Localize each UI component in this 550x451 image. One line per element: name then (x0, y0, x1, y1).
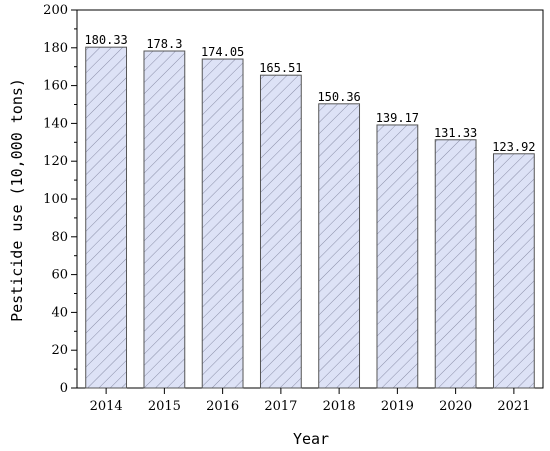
bar-value-label: 165.51 (259, 61, 302, 75)
bar-value-label: 131.33 (434, 126, 477, 140)
x-tick-label: 2021 (497, 399, 530, 414)
bar-value-label: 180.33 (84, 33, 127, 47)
y-tick-label: 160 (43, 79, 68, 94)
x-tick-label: 2016 (206, 399, 239, 414)
x-tick-label: 2019 (381, 399, 414, 414)
y-tick-label: 80 (51, 230, 68, 245)
bar (201, 58, 244, 389)
bar (259, 74, 302, 389)
y-tick-label: 0 (60, 381, 68, 396)
y-axis-title: Pesticide use (10,000 tons) (8, 78, 26, 322)
plot-area: 0 20 40 60 80 100 120 140 160 180 200 180.33 2014 178… (43, 3, 544, 414)
bar-value-label: 150.36 (317, 90, 360, 104)
x-tick-label: 2017 (264, 399, 297, 414)
y-tick-label: 40 (51, 305, 68, 320)
bar (492, 153, 535, 389)
x-tick-label: 2018 (323, 399, 356, 414)
bar (434, 139, 477, 389)
x-axis-title: Year (293, 430, 329, 448)
bar-value-label: 139.17 (376, 111, 419, 125)
y-tick-label: 140 (43, 116, 68, 131)
bar-value-label: 178.3 (146, 37, 182, 51)
bar (143, 50, 186, 389)
bar-value-label: 123.92 (492, 140, 535, 154)
y-tick-label: 120 (43, 154, 68, 169)
bar (376, 124, 419, 389)
bar (85, 46, 128, 389)
y-tick-label: 180 (43, 41, 68, 56)
bar (318, 103, 361, 389)
y-tick-label: 20 (51, 343, 68, 358)
x-tick-label: 2014 (90, 399, 123, 414)
y-tick-label: 60 (51, 268, 68, 283)
x-tick-label: 2020 (439, 399, 472, 414)
bar-value-label: 174.05 (201, 45, 244, 59)
x-tick-label: 2015 (148, 399, 181, 414)
y-tick-label: 100 (43, 192, 68, 207)
y-tick-label: 200 (43, 3, 68, 18)
